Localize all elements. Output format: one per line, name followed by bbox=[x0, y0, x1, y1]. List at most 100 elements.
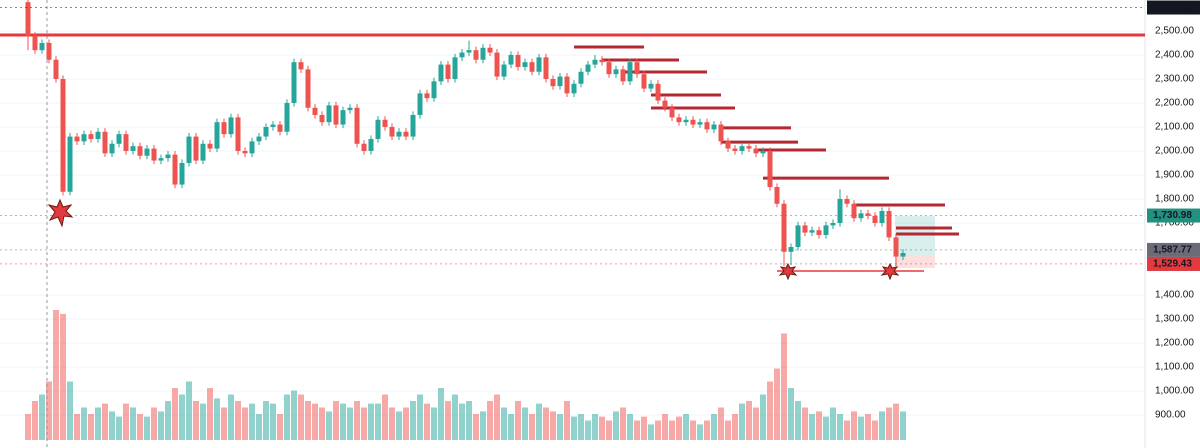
candle-body bbox=[634, 62, 640, 75]
volume-bar bbox=[438, 388, 444, 440]
volume-bar bbox=[697, 424, 703, 440]
volume-bar bbox=[144, 416, 150, 440]
volume-bar bbox=[137, 414, 143, 440]
volume-bar bbox=[802, 407, 808, 440]
volume-bar bbox=[200, 403, 206, 440]
volume-bar bbox=[396, 411, 402, 440]
candle-body bbox=[95, 131, 101, 139]
candle-body bbox=[585, 64, 591, 72]
candle-body bbox=[543, 57, 549, 79]
candle-body bbox=[123, 134, 129, 151]
candle-body bbox=[501, 64, 507, 77]
candle-body bbox=[795, 225, 801, 247]
candle-body bbox=[641, 74, 647, 89]
volume-bar bbox=[375, 403, 381, 440]
candle-body bbox=[655, 83, 661, 101]
volume-bar bbox=[235, 401, 241, 440]
volume-bar bbox=[753, 407, 759, 440]
y-tick-label: 1,300.00 bbox=[1155, 314, 1194, 325]
candle-body bbox=[732, 148, 738, 151]
candle-body bbox=[249, 141, 255, 154]
volume-bar bbox=[109, 411, 115, 440]
volume-bar bbox=[263, 401, 269, 440]
candle-body bbox=[298, 62, 304, 70]
candle-body bbox=[326, 105, 332, 123]
price-badge bbox=[1147, 242, 1200, 257]
volume-bar bbox=[207, 388, 213, 440]
candle-body bbox=[424, 93, 430, 99]
volume-bar bbox=[529, 414, 535, 440]
candle-body bbox=[81, 134, 87, 142]
volume-bar bbox=[116, 416, 122, 440]
volume-bar bbox=[620, 407, 626, 440]
volume-bar bbox=[102, 403, 108, 440]
volume-bar bbox=[165, 401, 171, 440]
price-badge bbox=[1147, 256, 1200, 271]
candle-body bbox=[403, 131, 409, 137]
candle-body bbox=[466, 50, 472, 53]
volume-bar bbox=[543, 407, 549, 440]
volume-bar bbox=[228, 394, 234, 440]
candle-body bbox=[851, 203, 857, 219]
candle-body bbox=[620, 69, 626, 82]
candle-body bbox=[39, 42, 45, 51]
volume-bar bbox=[571, 416, 577, 440]
volume-bar bbox=[781, 333, 787, 440]
candle-body bbox=[74, 136, 80, 142]
volume-bar bbox=[830, 407, 836, 440]
volume-bar bbox=[256, 414, 262, 440]
volume-bar bbox=[613, 411, 619, 440]
y-tick-label: 1,000.00 bbox=[1155, 386, 1194, 397]
candle-body bbox=[144, 148, 150, 156]
volume-bar bbox=[858, 416, 864, 440]
volume-bar bbox=[186, 381, 192, 440]
volume-bar bbox=[221, 407, 227, 440]
y-tick-label: 2,200.00 bbox=[1155, 98, 1194, 109]
position-box bbox=[895, 216, 935, 268]
candle-body bbox=[704, 122, 710, 130]
candle-body bbox=[627, 62, 633, 82]
y-tick-label: 1,700.00 bbox=[1155, 218, 1194, 229]
candle-body bbox=[102, 131, 108, 154]
candle-body bbox=[809, 230, 815, 233]
volume-bar bbox=[452, 394, 458, 440]
candle-body bbox=[564, 76, 570, 94]
candle-body bbox=[382, 119, 388, 127]
volume-bar bbox=[130, 407, 136, 440]
volume-bar bbox=[823, 416, 829, 440]
candle-body bbox=[494, 52, 500, 77]
candle-body bbox=[179, 162, 185, 185]
volume-bar bbox=[816, 411, 822, 440]
volume-bar bbox=[837, 414, 843, 440]
volume-bar bbox=[123, 403, 129, 440]
volume-bar bbox=[487, 401, 493, 440]
candle-body bbox=[375, 119, 381, 139]
candle-body bbox=[172, 154, 178, 185]
candle-body bbox=[746, 146, 752, 149]
candle-body bbox=[781, 203, 787, 252]
volume-bar bbox=[767, 381, 773, 440]
volume-bar bbox=[305, 401, 311, 440]
candle-body bbox=[669, 107, 675, 118]
volume-bar bbox=[46, 381, 52, 440]
volume-bar bbox=[662, 414, 668, 440]
volume-bar bbox=[865, 414, 871, 440]
y-tick-label: 1,800.00 bbox=[1155, 194, 1194, 205]
candle-body bbox=[130, 146, 136, 151]
candle-body bbox=[760, 150, 766, 154]
candle-body bbox=[333, 105, 339, 125]
candle-body bbox=[354, 107, 360, 144]
volume-bar bbox=[32, 401, 38, 440]
candle-body bbox=[606, 62, 612, 75]
volume-bar bbox=[599, 416, 605, 440]
y-tick-label: 2,300.00 bbox=[1155, 74, 1194, 85]
candle-body bbox=[697, 122, 703, 125]
candle-body bbox=[389, 126, 395, 137]
candle-body bbox=[459, 52, 465, 58]
volume-bar bbox=[67, 381, 73, 440]
volume-bar bbox=[74, 414, 80, 440]
candle-body bbox=[200, 143, 206, 161]
candle-body bbox=[522, 62, 528, 67]
price-badge-label: 1,587.77 bbox=[1153, 245, 1192, 256]
